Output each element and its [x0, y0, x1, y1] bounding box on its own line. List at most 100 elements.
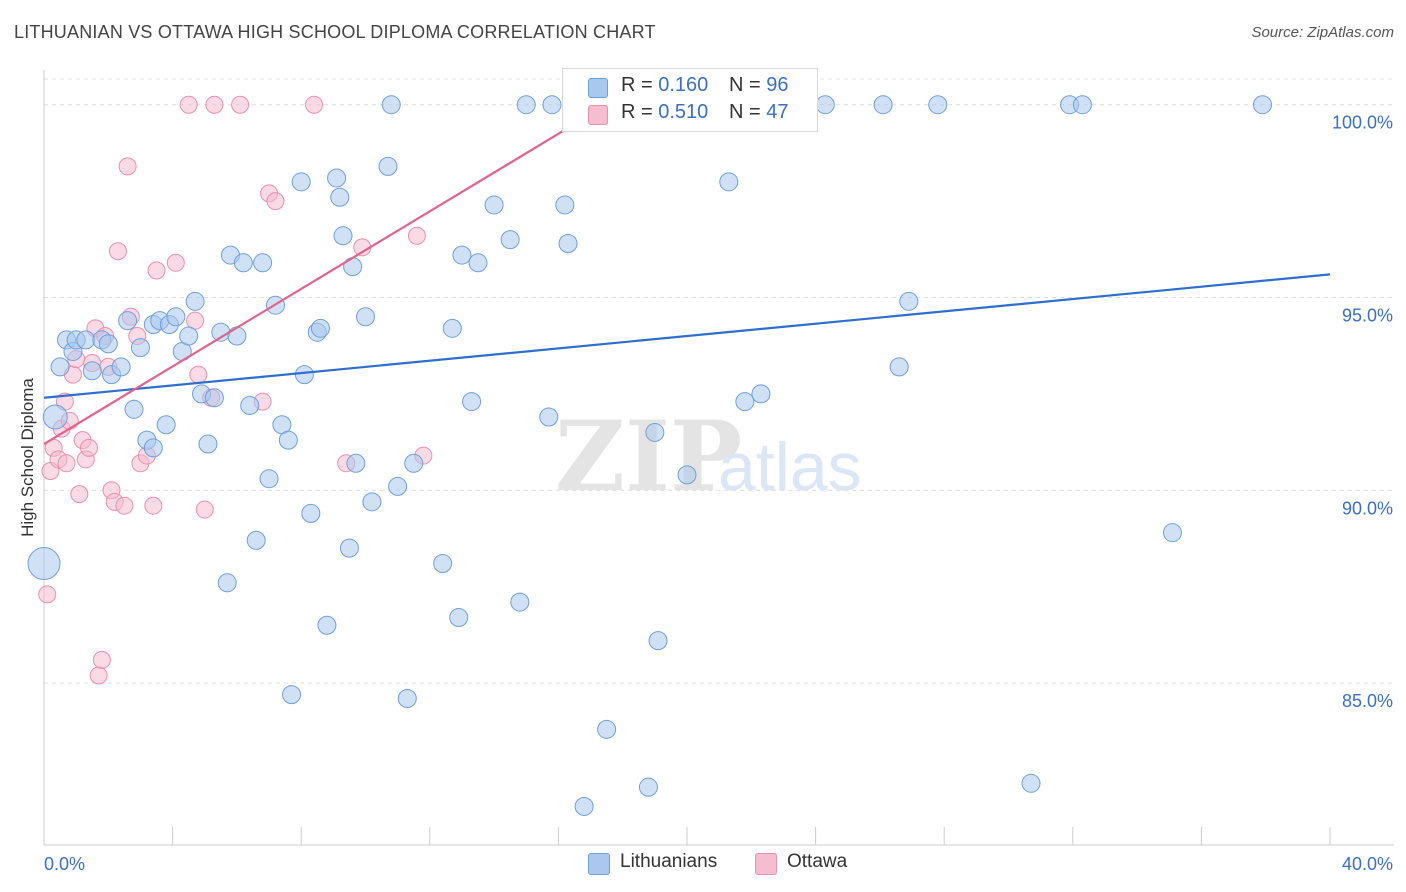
ottawa-point [195, 500, 214, 519]
lithuanian-point [330, 187, 350, 207]
stats-legend: R = 0.160 N = 96 R = 0.510 N = 47 [562, 68, 818, 132]
lithuanian-point [346, 453, 366, 473]
ottawa-point [115, 496, 134, 515]
legend-r-label: R = [621, 101, 653, 123]
lithuanian-point [339, 538, 359, 558]
ottawa-point [38, 585, 57, 604]
lithuanian-point [282, 685, 302, 705]
legend-n-label: N = [729, 74, 761, 96]
lithuanian-point [310, 318, 330, 338]
lithuanian-point [291, 172, 311, 192]
chart-title: LITHUANIAN VS OTTAWA HIGH SCHOOL DIPLOMA… [14, 22, 656, 42]
ottawa-point [189, 365, 208, 384]
legend-swatch-pink [588, 105, 608, 125]
lithuanian-point [233, 253, 253, 273]
legend-n-value: 96 [766, 74, 789, 96]
lithuanian-point [204, 388, 224, 408]
lithuanian-point [246, 530, 266, 550]
ottawa-point [179, 95, 198, 114]
lithuanian-point [404, 453, 424, 473]
legend-n-lithuanians: N = 96 [729, 74, 789, 97]
lithuanian-point [719, 172, 739, 192]
y-tick-label: 85.0% [1342, 691, 1393, 711]
lithuanian-point [143, 438, 163, 458]
lithuanians-trend-line [43, 273, 1331, 399]
lithuanian-point [928, 95, 948, 115]
lithuanian-point [98, 334, 118, 354]
lithuanian-point [597, 719, 617, 739]
lithuanian-point [899, 291, 919, 311]
lithuanian-point [50, 357, 70, 377]
lithuanian-point [558, 234, 578, 254]
lithuanian-point [500, 230, 520, 250]
ottawa-point [118, 157, 137, 176]
ottawa-point [231, 95, 250, 114]
legend-n-value: 47 [766, 101, 789, 123]
ottawa-point [57, 454, 76, 473]
lithuanian-point [574, 796, 594, 816]
legend-row-ottawa: R = 0.510 N = 47 [563, 101, 817, 127]
lithuanian-point [333, 226, 353, 246]
legend-n-label: N = [729, 101, 761, 123]
ottawa-point [89, 666, 108, 685]
lithuanian-point [301, 503, 321, 523]
lithuanian-point [484, 195, 504, 215]
lithuanian-point [397, 688, 417, 708]
lithuanian-point [873, 95, 893, 115]
bottom-legend-swatch-blue [588, 853, 610, 875]
y-tick-label: 95.0% [1342, 305, 1393, 325]
source-credit: Source: ZipAtlas.com [1251, 24, 1394, 41]
ottawa-point [266, 192, 285, 211]
lithuanian-point [433, 554, 453, 574]
lithuanian-point [381, 95, 401, 115]
watermark-atlas: atlas [718, 429, 862, 505]
ottawa-point [205, 95, 224, 114]
lithuanian-point [27, 547, 61, 581]
lithuanian-point [42, 404, 68, 430]
lithuanian-point [343, 257, 363, 277]
ottawa-point [108, 242, 127, 261]
lithuanian-point [227, 326, 247, 346]
lithuanian-point [510, 592, 530, 612]
lithuanian-point [1021, 773, 1041, 793]
legend-r-label: R = [621, 74, 653, 96]
lithuanian-point [179, 326, 199, 346]
lithuanian-point [156, 415, 176, 435]
ottawa-point [144, 496, 163, 515]
y-tick-label: 90.0% [1342, 498, 1393, 518]
lithuanian-point [111, 357, 131, 377]
lithuanian-point [118, 311, 138, 331]
lithuanian-point [542, 95, 562, 115]
ottawa-trend-line [43, 103, 608, 445]
watermark-zip: ZIP [555, 400, 742, 513]
lithuanian-point [362, 492, 382, 512]
legend-r-value: 0.160 [658, 74, 709, 96]
lithuanian-point [317, 615, 337, 635]
y-axis-title: High School Diploma [18, 378, 37, 537]
lithuanian-point [253, 253, 273, 273]
lithuanian-point [539, 407, 559, 427]
ottawa-point [407, 226, 426, 245]
ottawa-point [166, 253, 185, 272]
lithuanian-point [468, 253, 488, 273]
lithuanian-point [217, 573, 237, 593]
lithuanian-point [889, 357, 909, 377]
legend-r-value: 0.510 [658, 101, 709, 123]
ottawa-point [92, 650, 111, 669]
legend-row-lithuanians: R = 0.160 N = 96 [563, 74, 817, 100]
lithuanian-point [735, 392, 755, 412]
ottawa-point [70, 485, 89, 504]
lithuanian-point [555, 195, 575, 215]
legend-swatch-blue [588, 78, 608, 98]
lithuanian-point [130, 338, 150, 358]
lithuanian-point [82, 361, 102, 381]
legend-r-lithuanians: R = 0.160 [621, 74, 708, 97]
lithuanian-point [185, 291, 205, 311]
lithuanian-point [1072, 95, 1092, 115]
lithuanian-point [449, 608, 469, 628]
lithuanian-point [278, 430, 298, 450]
bottom-legend-label: Ottawa [787, 851, 848, 872]
x-tick-label-max: 40.0% [1342, 854, 1393, 874]
lithuanian-point [124, 399, 144, 419]
